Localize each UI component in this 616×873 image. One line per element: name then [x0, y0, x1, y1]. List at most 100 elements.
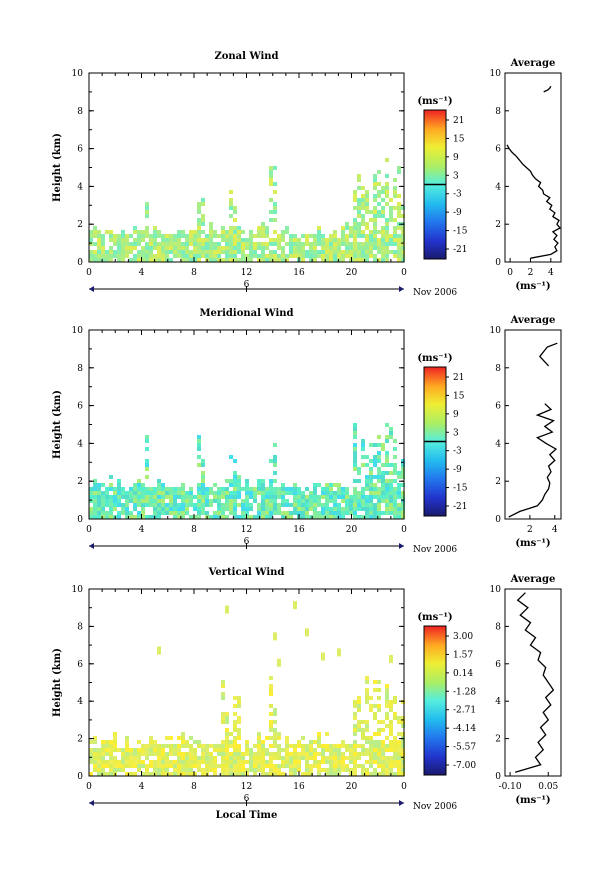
profile-y-tick-label: 0 — [495, 515, 501, 525]
profile-x-tick-label: 0 — [507, 268, 513, 278]
y-tick-label: 8 — [77, 364, 83, 374]
x-tick-label: 16 — [293, 268, 305, 278]
x-tick-label: 0 — [86, 782, 92, 792]
profile-frame — [504, 329, 562, 520]
colorbar-unit: (ms⁻¹) — [417, 96, 452, 107]
colorbar-tick-label: -2.71 — [453, 706, 476, 716]
profile-y-tick-label: 8 — [495, 107, 501, 117]
profile-y-tick-label: 0 — [495, 772, 501, 782]
y-tick-label: 2 — [77, 735, 83, 745]
profile-y-tick-label: 6 — [495, 402, 501, 412]
date-arrow-right-icon — [399, 800, 404, 806]
colorbar-tick-label: -5.57 — [453, 743, 476, 753]
profile-x-tick-label: 0.05 — [538, 782, 558, 792]
y-axis-label: Height (km) — [52, 133, 63, 202]
profile-line — [506, 144, 562, 259]
y-tick-label: 6 — [77, 660, 83, 670]
x-tick-label: 12 — [241, 525, 252, 535]
colorbar-tick-label: 21 — [453, 116, 464, 126]
colorbar-tick-label: -9 — [453, 465, 462, 475]
heatmap-cells — [89, 158, 405, 262]
profile-title: Average — [510, 58, 556, 69]
x-tick-label: 4 — [139, 525, 145, 535]
y-tick-label: 0 — [77, 772, 83, 782]
chart-title: Vertical Wind — [208, 567, 285, 578]
colorbar-tick-label: -15 — [453, 227, 468, 237]
profile-x-label: (ms⁻¹) — [515, 795, 550, 806]
x-tick-label: 0 — [401, 525, 407, 535]
colorbar-tick-label: 0.14 — [453, 669, 473, 679]
heatmap-cells — [89, 601, 405, 776]
x-tick-label: 12 — [241, 268, 252, 278]
profile-line — [508, 403, 558, 518]
x-tick-label: 8 — [191, 268, 197, 278]
colorbar-tick-label: 3 — [453, 171, 459, 181]
profile-y-tick-label: 4 — [495, 439, 501, 449]
profile-y-tick-label: 4 — [495, 182, 501, 192]
profile-title: Average — [510, 315, 556, 326]
profile-line-upper — [538, 342, 558, 367]
profile-y-tick-label: 8 — [495, 364, 501, 374]
y-tick-label: 2 — [77, 477, 83, 487]
y-tick-label: 10 — [72, 69, 84, 79]
colorbar-tick-label: 3 — [453, 428, 459, 438]
y-tick-label: 0 — [77, 515, 83, 525]
profile-y-tick-label: 10 — [490, 326, 502, 336]
colorbar-tick-label: 9 — [453, 410, 459, 420]
profile-x-label: (ms⁻¹) — [515, 538, 550, 549]
x-tick-label: 4 — [139, 268, 145, 278]
date-label: 6 — [244, 537, 250, 547]
profile-line — [515, 592, 555, 773]
x-tick-label: 20 — [346, 268, 358, 278]
colorbar — [423, 625, 447, 776]
profile-y-tick-label: 2 — [495, 477, 501, 487]
profile-x-tick-label: 2 — [527, 525, 533, 535]
x-tick-label: 0 — [401, 268, 407, 278]
colorbar-tick-label: -1.28 — [453, 687, 476, 697]
profile-x-tick-label: 4 — [548, 268, 554, 278]
date-arrow-left-icon — [89, 800, 94, 806]
profile-frame — [504, 72, 562, 263]
date-arrow-right-icon — [399, 543, 404, 549]
y-tick-label: 10 — [72, 326, 84, 336]
y-tick-label: 8 — [77, 107, 83, 117]
colorbar-tick-label: -21 — [453, 245, 468, 255]
colorbar-tick-label: -15 — [453, 484, 468, 494]
x-tick-label: 0 — [86, 268, 92, 278]
colorbar-tick-label: 3.00 — [453, 632, 473, 642]
colorbar-tick-label: 9 — [453, 153, 459, 163]
x-tick-label: 0 — [401, 782, 407, 792]
x-axis-label: Local Time — [216, 810, 278, 821]
date-label: 6 — [244, 280, 250, 290]
colorbar-tick-label: 1.57 — [453, 650, 473, 660]
y-tick-label: 0 — [77, 258, 83, 268]
profile-y-tick-label: 2 — [495, 735, 501, 745]
x-tick-label: 20 — [346, 782, 358, 792]
x-tick-label: 16 — [293, 525, 305, 535]
date-arrow-right-icon — [399, 286, 404, 292]
chart-title: Zonal Wind — [214, 51, 278, 62]
colorbar-tick-label: -7.00 — [453, 761, 476, 771]
y-tick-label: 4 — [77, 697, 83, 707]
date-arrow-left-icon — [89, 286, 94, 292]
y-tick-label: 6 — [77, 145, 83, 155]
colorbar-tick-label: -3 — [453, 447, 462, 457]
x-tick-label: 12 — [241, 782, 252, 792]
chart-title: Meridional Wind — [199, 308, 293, 319]
profile-x-tick-label: 4 — [552, 525, 558, 535]
profile-y-tick-label: 10 — [490, 69, 502, 79]
colorbar-unit: (ms⁻¹) — [417, 612, 452, 623]
profile-x-label: (ms⁻¹) — [515, 281, 550, 292]
colorbar-tick-label: 21 — [453, 373, 464, 383]
colorbar-tick-label: -9 — [453, 208, 462, 218]
colorbar-tick-label: 15 — [453, 134, 465, 144]
x-tick-label: 8 — [191, 782, 197, 792]
panel-2: Meridional Wind 0 2 4 6 8 10 Height (km) 0 4 8 12 16… — [52, 308, 562, 555]
month-label: Nov 2006 — [413, 288, 457, 298]
month-label: Nov 2006 — [413, 545, 457, 555]
profile-title: Average — [510, 574, 556, 585]
x-tick-label: 20 — [346, 525, 358, 535]
colorbar-tick-label: -4.14 — [453, 724, 476, 734]
